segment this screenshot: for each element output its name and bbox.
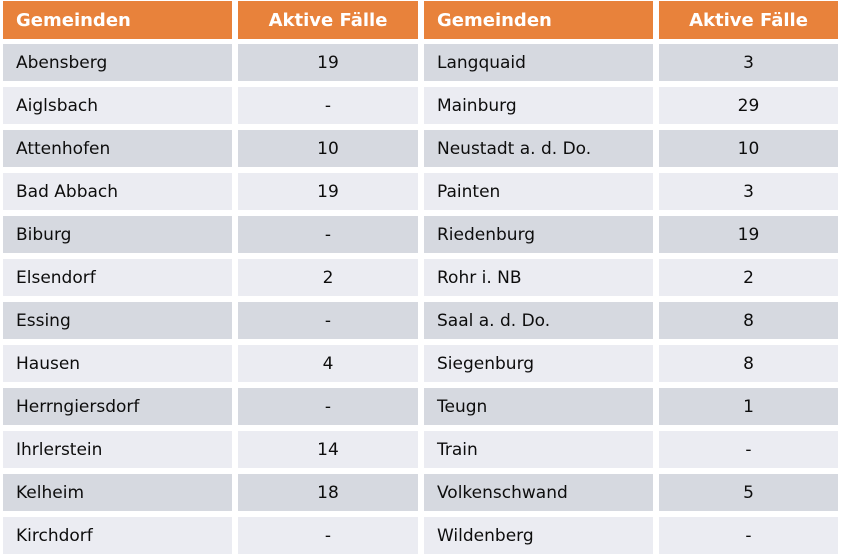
gemeinde-cell: Kirchdorf [3, 517, 232, 554]
gemeinde-cell: Bad Abbach [3, 173, 232, 210]
gemeinde-cell: Herrngiersdorf [3, 388, 232, 425]
gemeinde-cell: Biburg [3, 216, 232, 253]
aktive-faelle-cell: 19 [238, 44, 418, 81]
gemeinde-cell: Teugn [424, 388, 653, 425]
gemeinde-cell: Siegenburg [424, 345, 653, 382]
aktive-faelle-cell: 3 [659, 173, 838, 210]
aktive-faelle-cell: - [238, 216, 418, 253]
gemeinde-cell: Kelheim [3, 474, 232, 511]
aktive-faelle-cell: - [659, 431, 838, 468]
gemeinde-cell: Essing [3, 302, 232, 339]
aktive-faelle-cell: 29 [659, 87, 838, 124]
aktive-faelle-cell: - [238, 388, 418, 425]
gemeinde-cell: Rohr i. NB [424, 259, 653, 296]
gemeinde-cell: Ihrlerstein [3, 431, 232, 468]
gemeinde-cell: Wildenberg [424, 517, 653, 554]
gemeinde-cell: Abensberg [3, 44, 232, 81]
aktive-faelle-cell: 2 [659, 259, 838, 296]
aktive-faelle-cell: 14 [238, 431, 418, 468]
aktive-faelle-cell: 8 [659, 302, 838, 339]
aktive-faelle-cell: 19 [659, 216, 838, 253]
gemeinde-cell: Mainburg [424, 87, 653, 124]
column-header-aktive-faelle-left: Aktive Fälle [238, 1, 418, 39]
gemeinde-cell: Hausen [3, 345, 232, 382]
gemeinde-cell: Saal a. d. Do. [424, 302, 653, 339]
aktive-faelle-cell: 10 [659, 130, 838, 167]
gemeinde-cell: Langquaid [424, 44, 653, 81]
aktive-faelle-cell: 19 [238, 173, 418, 210]
aktive-faelle-cell: 2 [238, 259, 418, 296]
aktive-faelle-cell: 4 [238, 345, 418, 382]
gemeinde-cell: Train [424, 431, 653, 468]
aktive-faelle-cell: - [238, 87, 418, 124]
gemeinde-cell: Volkenschwand [424, 474, 653, 511]
column-header-aktive-faelle-right: Aktive Fälle [659, 1, 838, 39]
gemeinde-cell: Aiglsbach [3, 87, 232, 124]
aktive-faelle-cell: 5 [659, 474, 838, 511]
column-header-gemeinden-right: Gemeinden [424, 1, 653, 39]
aktive-faelle-cell: - [238, 302, 418, 339]
aktive-faelle-cell: 3 [659, 44, 838, 81]
gemeinde-cell: Riedenburg [424, 216, 653, 253]
aktive-faelle-cell: 18 [238, 474, 418, 511]
column-header-gemeinden-left: Gemeinden [3, 1, 232, 39]
aktive-faelle-cell: - [238, 517, 418, 554]
aktive-faelle-cell: - [659, 517, 838, 554]
aktive-faelle-cell: 1 [659, 388, 838, 425]
gemeinde-cell: Painten [424, 173, 653, 210]
gemeinde-cell: Attenhofen [3, 130, 232, 167]
aktive-faelle-cell: 8 [659, 345, 838, 382]
gemeinde-cell: Elsendorf [3, 259, 232, 296]
gemeinde-cell: Neustadt a. d. Do. [424, 130, 653, 167]
aktive-faelle-cell: 10 [238, 130, 418, 167]
